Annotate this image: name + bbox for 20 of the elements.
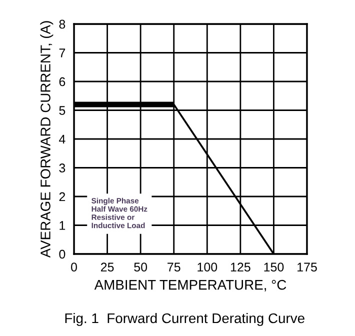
y-tick-label: 2	[59, 192, 66, 202]
x-axis-title: AMBIENT TEMPERATURE, °C	[94, 280, 286, 292]
x-tick-label: 0	[71, 262, 77, 272]
x-tick-label: 75	[168, 262, 180, 272]
y-tick-label: 3	[59, 164, 66, 172]
y-tick-label: 0	[59, 250, 66, 259]
y-tick-label: 7	[59, 48, 66, 58]
x-tick-label: 100	[198, 262, 218, 272]
y-tick-label: 1	[60, 221, 66, 230]
y-tick-label: 5	[59, 106, 66, 115]
x-tick-label: 175	[298, 262, 317, 272]
y-tick-label: 6	[59, 77, 66, 86]
y-axis-title: AVERAGE FORWARD CURRENT, (A)	[40, 21, 54, 258]
text: Fig. 1 Forward Current Derating Curve	[65, 312, 304, 326]
x-tick-label: 150	[264, 262, 284, 272]
y-tick-label: 8	[59, 20, 66, 29]
x-tick-label: 25	[100, 262, 114, 272]
x-tick-label: 50	[134, 262, 148, 272]
y-tick-label: 4	[59, 134, 66, 144]
x-tick-label: 125	[230, 262, 250, 272]
